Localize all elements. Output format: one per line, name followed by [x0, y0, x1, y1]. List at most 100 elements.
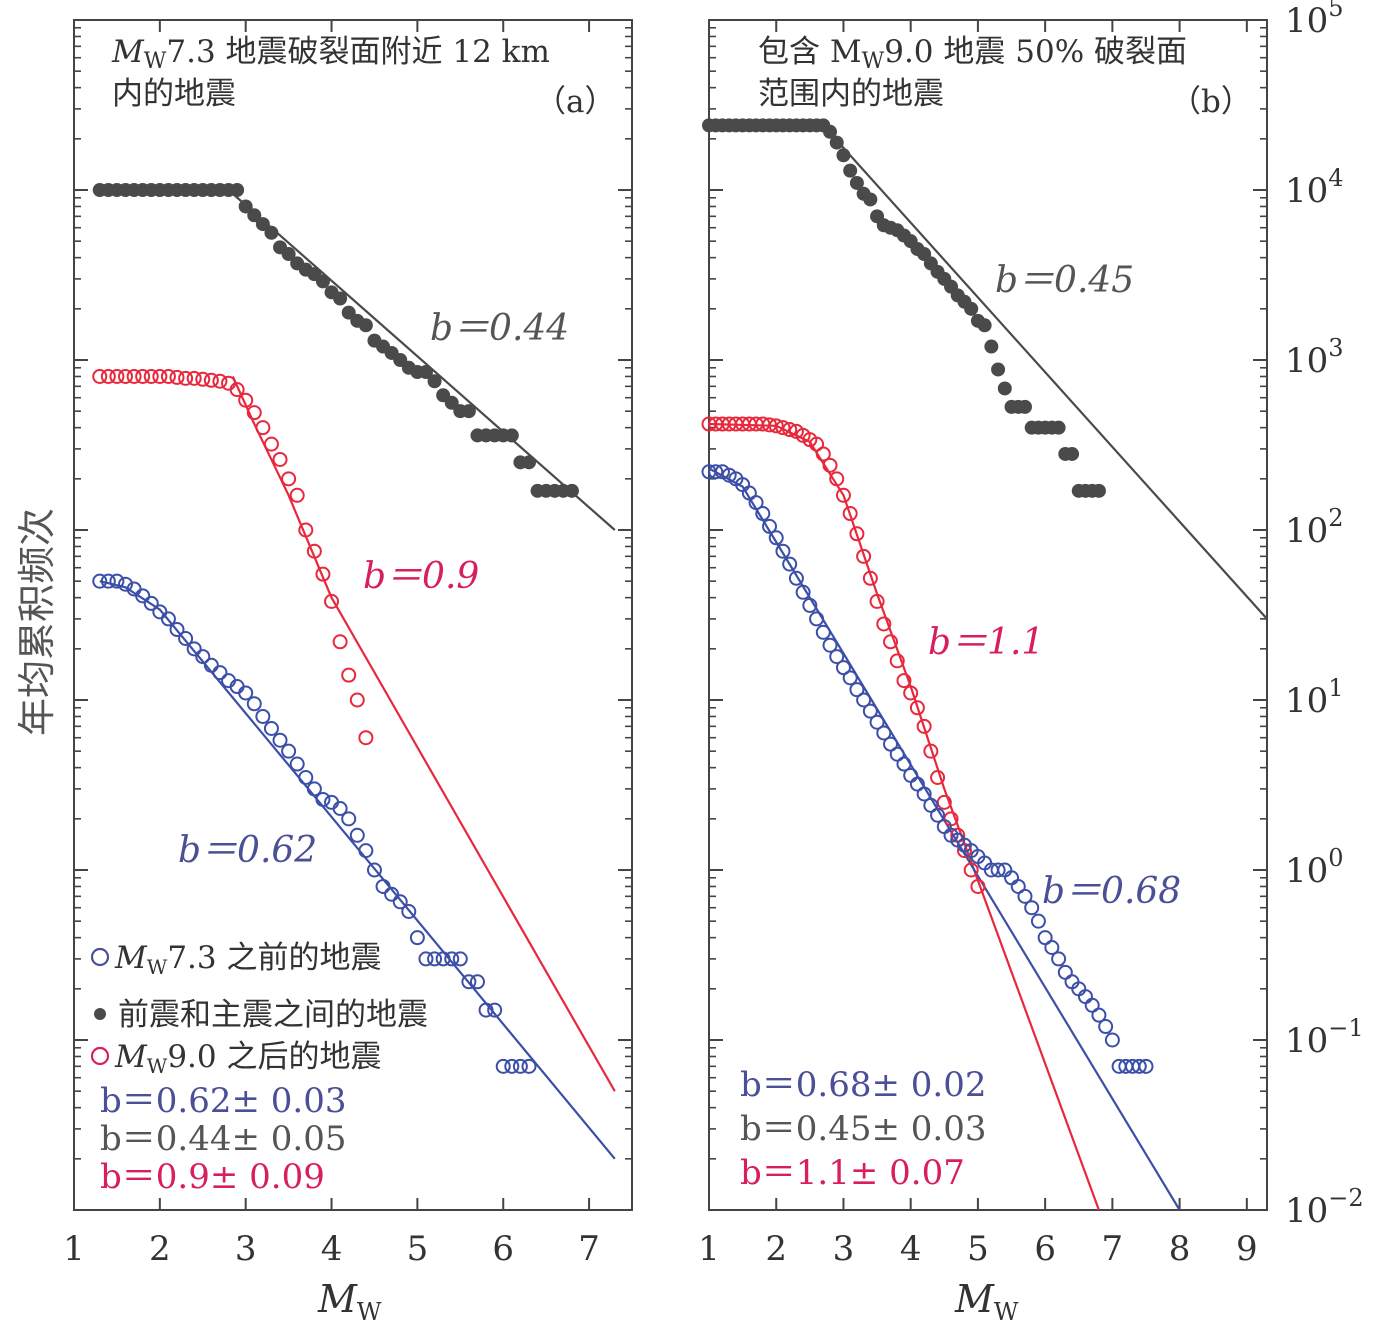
data-point-blue	[135, 588, 151, 604]
data-point-blue	[195, 649, 211, 665]
data-point-blue	[896, 756, 912, 772]
data-point-blue	[876, 725, 892, 741]
x-tick-label: 2	[765, 1229, 787, 1269]
data-point-blue	[341, 811, 357, 827]
data-point-blue	[100, 573, 116, 589]
data-point-blue	[788, 570, 804, 586]
data-point-red	[238, 392, 254, 408]
data-point-blue	[768, 530, 784, 546]
data-point-red	[349, 692, 365, 708]
data-point-blue	[306, 781, 322, 797]
data-point-red	[169, 369, 185, 385]
fit-line-gray	[822, 124, 1268, 620]
b-summary-b-blue: b＝0.68± 0.02	[740, 1065, 986, 1105]
fit-label-b-blue: b＝0.68	[1042, 871, 1181, 912]
data-point-red	[889, 653, 905, 669]
data-point-red	[909, 700, 925, 716]
x-tick-label: 7	[1102, 1229, 1124, 1269]
x-tick-label: 1	[698, 1229, 720, 1269]
title-b-prefix: 包含 M	[758, 34, 862, 70]
legend-marker-gray	[94, 1008, 106, 1020]
title-a-sub: W	[144, 49, 167, 74]
fit-label-b-red: b＝1.1	[928, 622, 1044, 663]
data-point-red	[869, 593, 885, 609]
data-point-red	[100, 368, 116, 384]
data-point-gray	[829, 135, 844, 150]
data-point-gray	[247, 208, 262, 223]
data-point-red	[212, 373, 228, 389]
data-point-blue	[358, 843, 374, 859]
data-point-blue	[452, 951, 468, 967]
y-axis-label: 年均累积频次	[15, 508, 59, 736]
data-point-red	[281, 471, 297, 487]
data-point-red	[186, 370, 202, 386]
data-point-blue	[1131, 1058, 1147, 1074]
data-point-red	[306, 543, 322, 559]
data-point-blue	[849, 682, 865, 698]
data-point-red	[950, 827, 966, 843]
data-point-red	[109, 368, 125, 384]
data-point-blue	[835, 660, 851, 676]
fit-lines-b	[708, 124, 1268, 1211]
y-tick-label: 103	[1285, 334, 1344, 381]
data-point-blue	[815, 624, 831, 640]
panel-label-a: （a）	[535, 84, 615, 120]
data-point-blue	[418, 951, 434, 967]
data-point-gray	[1017, 399, 1032, 414]
data-point-blue	[1084, 997, 1100, 1013]
data-point-red	[782, 422, 798, 438]
points-a	[92, 183, 579, 1074]
data-point-blue	[203, 657, 219, 673]
data-point-gray	[444, 395, 459, 410]
data-point-blue	[1037, 930, 1053, 946]
x-tick-label: 3	[235, 1229, 257, 1269]
panel-label-b: （b）	[1170, 84, 1252, 120]
title-a-prefix: M	[111, 34, 145, 70]
legend-text-red: MW9.0 之后的地震	[114, 1039, 381, 1078]
y-tick-label: 102	[1285, 504, 1344, 551]
data-point-red	[815, 446, 831, 462]
data-point-blue	[246, 696, 262, 712]
data-point-blue	[263, 720, 279, 736]
data-point-blue	[755, 506, 771, 522]
data-point-red	[358, 730, 374, 746]
data-point-blue	[782, 556, 798, 572]
data-point-blue	[1057, 964, 1073, 980]
data-point-blue	[281, 743, 297, 759]
data-point-blue	[1091, 1007, 1107, 1023]
y-tick-label: 10−2	[1285, 1184, 1364, 1231]
data-point-gray	[461, 404, 476, 419]
data-point-blue	[461, 974, 477, 990]
b-summary-a-gray: b＝0.44± 0.05	[100, 1119, 346, 1159]
data-point-blue	[444, 951, 460, 967]
data-point-red	[896, 673, 912, 689]
data-point-red	[221, 375, 237, 391]
data-point-gray	[333, 291, 348, 306]
data-point-red	[255, 420, 271, 436]
fit-line-gray	[227, 189, 616, 531]
x-tick-label: 5	[967, 1229, 989, 1269]
fit-label-a-red: b＝0.9	[363, 556, 479, 597]
data-point-red	[768, 418, 784, 434]
data-point-red	[195, 371, 211, 387]
ticks-b: 1 2 3 4 5 6 7 8 9 105 104 103 102 101 100 10−1 10−2	[698, 0, 1363, 1269]
fit-line-red	[231, 376, 616, 1092]
data-point-gray	[991, 362, 1006, 377]
x-tick-label: 1	[63, 1229, 85, 1269]
data-point-blue	[802, 597, 818, 613]
data-point-blue	[856, 692, 872, 708]
x-axis-label-a: MW	[317, 1277, 382, 1326]
data-point-red	[315, 566, 331, 582]
data-point-red	[883, 634, 899, 650]
data-point-gray	[281, 247, 296, 262]
data-point-red	[970, 878, 986, 894]
data-point-gray	[418, 364, 433, 379]
data-point-gray	[238, 199, 253, 214]
plot-frame-b	[708, 19, 1268, 1211]
data-point-gray	[836, 148, 851, 163]
data-point-blue	[392, 894, 408, 910]
data-point-gray	[1091, 483, 1106, 498]
data-point-gray	[564, 483, 579, 498]
x-tick-label: 4	[900, 1229, 922, 1269]
